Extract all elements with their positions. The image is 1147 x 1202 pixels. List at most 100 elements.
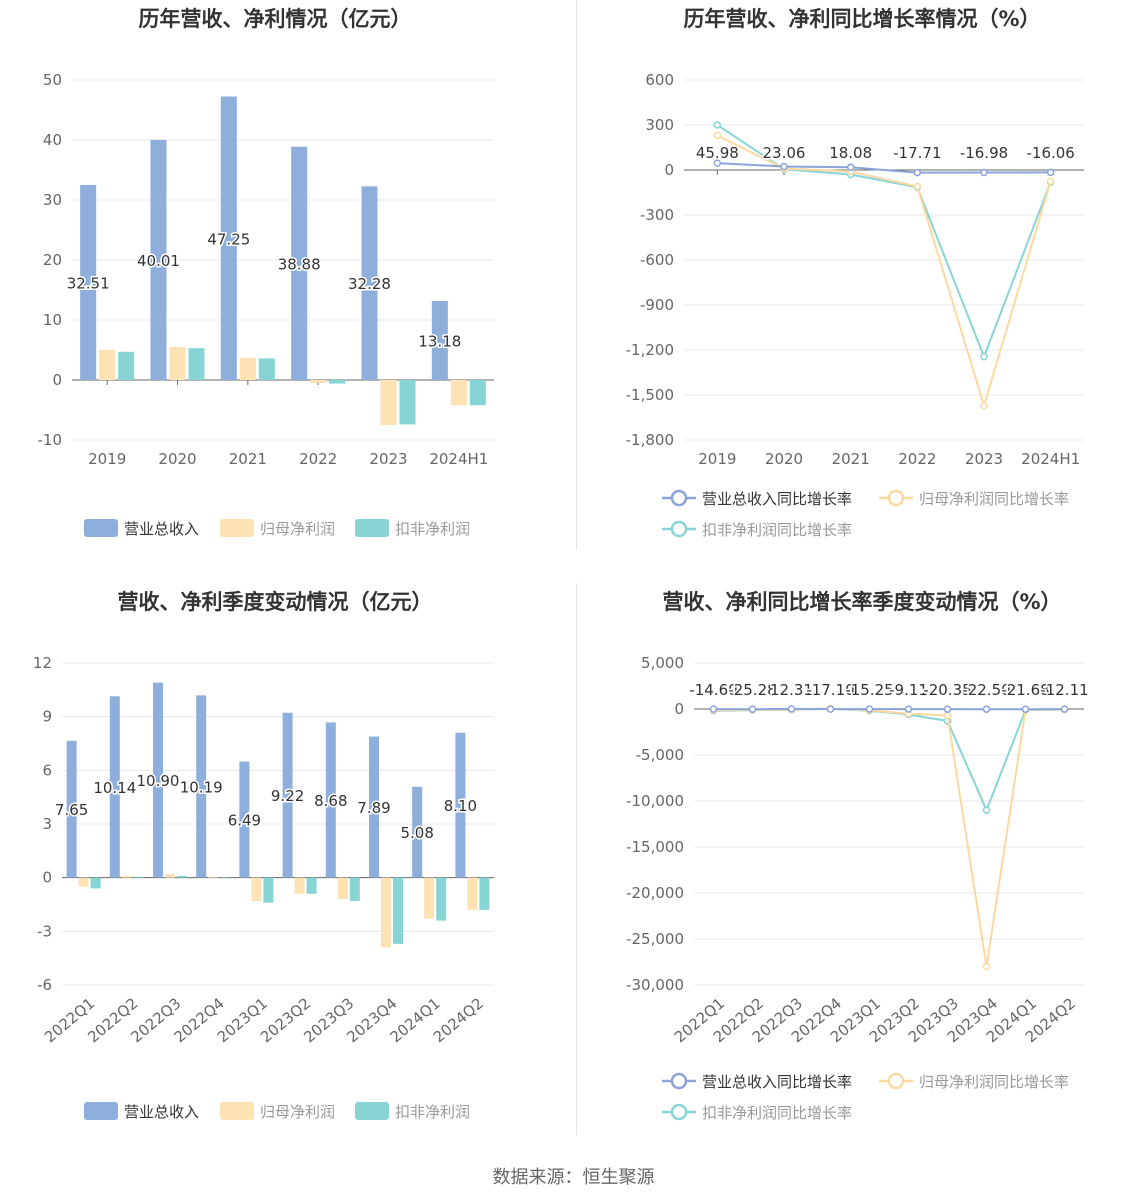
data-point [1060, 705, 1069, 713]
data-label: 10.14 [93, 779, 136, 797]
divider-bottom [576, 583, 577, 1135]
y-tick-label: -3 [37, 922, 52, 940]
data-point [943, 705, 952, 713]
bar-deducted-profit [188, 348, 205, 380]
y-tick-label: 3 [42, 815, 52, 833]
legend-swatch[interactable] [84, 1102, 118, 1120]
y-tick-label: -30,000 [626, 976, 684, 994]
data-label: 13.18 [418, 332, 461, 350]
y-tick-label: 9 [42, 708, 52, 726]
x-tick-label: 2024H1 [1021, 450, 1080, 468]
data-label: 12.31 [770, 681, 813, 699]
bar-parent-profit [450, 380, 467, 406]
bar-deducted-profit [436, 877, 447, 921]
legend-label: 扣非净利润 [395, 1103, 470, 1121]
legend-swatch-marker[interactable] [670, 489, 688, 507]
legend-label: 归母净利润同比增长率 [919, 490, 1069, 508]
data-point [980, 168, 988, 177]
bar-revenue [239, 761, 250, 878]
data-point [982, 962, 991, 971]
legend-swatch-marker[interactable] [887, 489, 905, 507]
legend-label: 扣非净利润 [395, 520, 470, 538]
y-tick-label: 0 [664, 161, 674, 179]
y-tick-label: -10,000 [626, 792, 684, 810]
data-label: -15.25 [845, 681, 893, 699]
bar-revenue [325, 722, 336, 878]
bar-deducted-profit [469, 380, 486, 406]
y-tick-label: 6 [42, 761, 52, 779]
legend-swatch[interactable] [220, 519, 254, 537]
y-tick-label: 10 [43, 311, 62, 329]
legend-swatch-marker[interactable] [887, 1072, 905, 1090]
bar-deducted-profit [393, 877, 403, 944]
bar-revenue [150, 139, 167, 380]
data-label: 5.08 [400, 824, 433, 842]
x-tick-label: 2019 [698, 450, 736, 468]
bar-revenue [361, 186, 378, 380]
y-tick-label: -15,000 [626, 838, 684, 856]
data-label: 40.01 [137, 252, 180, 270]
chart-title: 营收、净利季度变动情况（亿元） [118, 590, 433, 614]
bar-deducted-profit [258, 358, 275, 380]
bar-revenue [220, 96, 237, 380]
legend-swatch-marker[interactable] [670, 1072, 688, 1090]
legend-swatch-marker[interactable] [670, 1103, 688, 1121]
series-line-deducted [716, 124, 1052, 360]
data-label: -25.28 [728, 681, 776, 699]
x-tick-label: 2022 [299, 450, 337, 468]
legend-swatch-marker[interactable] [670, 520, 688, 538]
data-label: -9.11 [889, 681, 928, 699]
y-tick-label: 20 [43, 251, 62, 269]
bar-revenue [196, 695, 207, 878]
legend-label: 归母净利润 [260, 1103, 335, 1121]
data-label: 8.10 [444, 797, 477, 815]
bar-deducted-profit [263, 877, 274, 903]
y-tick-label: 40 [43, 131, 62, 149]
chart-svg: 历年营收、净利情况（亿元） 50 40 30 20 10 0 -10 2019 2020 2021 2… [38, 7, 494, 538]
bar-deducted-profit [118, 351, 135, 380]
legend-swatch[interactable] [220, 1102, 254, 1120]
chart-svg: 营收、净利季度变动情况（亿元）129630-3-62022Q12022Q2202… [33, 590, 494, 1121]
bar-parent-profit [78, 877, 89, 887]
legend-swatch[interactable] [355, 519, 389, 537]
legend-label: 营业总收入 [124, 1103, 199, 1121]
legend-label: 归母净利润 [260, 520, 335, 538]
data-label: 7.65 [55, 801, 88, 819]
bar-deducted-profit [329, 380, 346, 384]
data-point [713, 131, 722, 140]
data-source-footer: 数据来源：恒生聚源 [492, 1167, 655, 1188]
bar-revenue [66, 740, 77, 878]
data-label: -12.11 [1040, 681, 1088, 699]
data-label: 47.25 [207, 230, 250, 248]
data-label: 7.89 [357, 799, 390, 817]
data-label: 38.88 [278, 255, 321, 273]
y-tick-label: 0 [52, 371, 62, 389]
data-label: 6.49 [228, 812, 261, 830]
data-label: -21.68 [1001, 681, 1049, 699]
bar-parent-profit [381, 877, 391, 948]
data-label: 8.68 [314, 792, 347, 810]
y-tick-label: 600 [645, 71, 674, 89]
legend-label: 营业总收入 [124, 520, 199, 538]
data-label: -16.06 [1026, 144, 1074, 162]
x-tick-label: 2020 [765, 450, 803, 468]
y-tick-label: -10 [38, 431, 63, 449]
y-tick-label: -1,800 [626, 431, 674, 449]
data-label: -14.60 [689, 681, 737, 699]
x-tick-label: 2023 [369, 450, 407, 468]
data-point [913, 182, 922, 191]
y-tick-label: 0 [674, 700, 684, 718]
data-label: 10.19 [180, 779, 223, 797]
x-tick-label: 2023 [965, 450, 1003, 468]
chart-title: 历年营收、净利同比增长率情况（%） [683, 7, 1040, 31]
legend-swatch[interactable] [84, 519, 118, 537]
chart-title: 历年营收、净利情况（亿元） [139, 7, 412, 31]
bar-revenue [412, 786, 423, 878]
x-tick-label: 2024H1 [429, 450, 488, 468]
bar-deducted-profit [479, 877, 490, 910]
annual-growth-panel: 历年营收、净利同比增长率情况（%） 600 300 0 -300 -600 -900 -1,2… [574, 0, 1147, 583]
legend-swatch[interactable] [355, 1102, 389, 1120]
y-tick-label: -900 [640, 296, 674, 314]
bar-parent-profit [99, 350, 116, 380]
bar-revenue [80, 184, 97, 380]
